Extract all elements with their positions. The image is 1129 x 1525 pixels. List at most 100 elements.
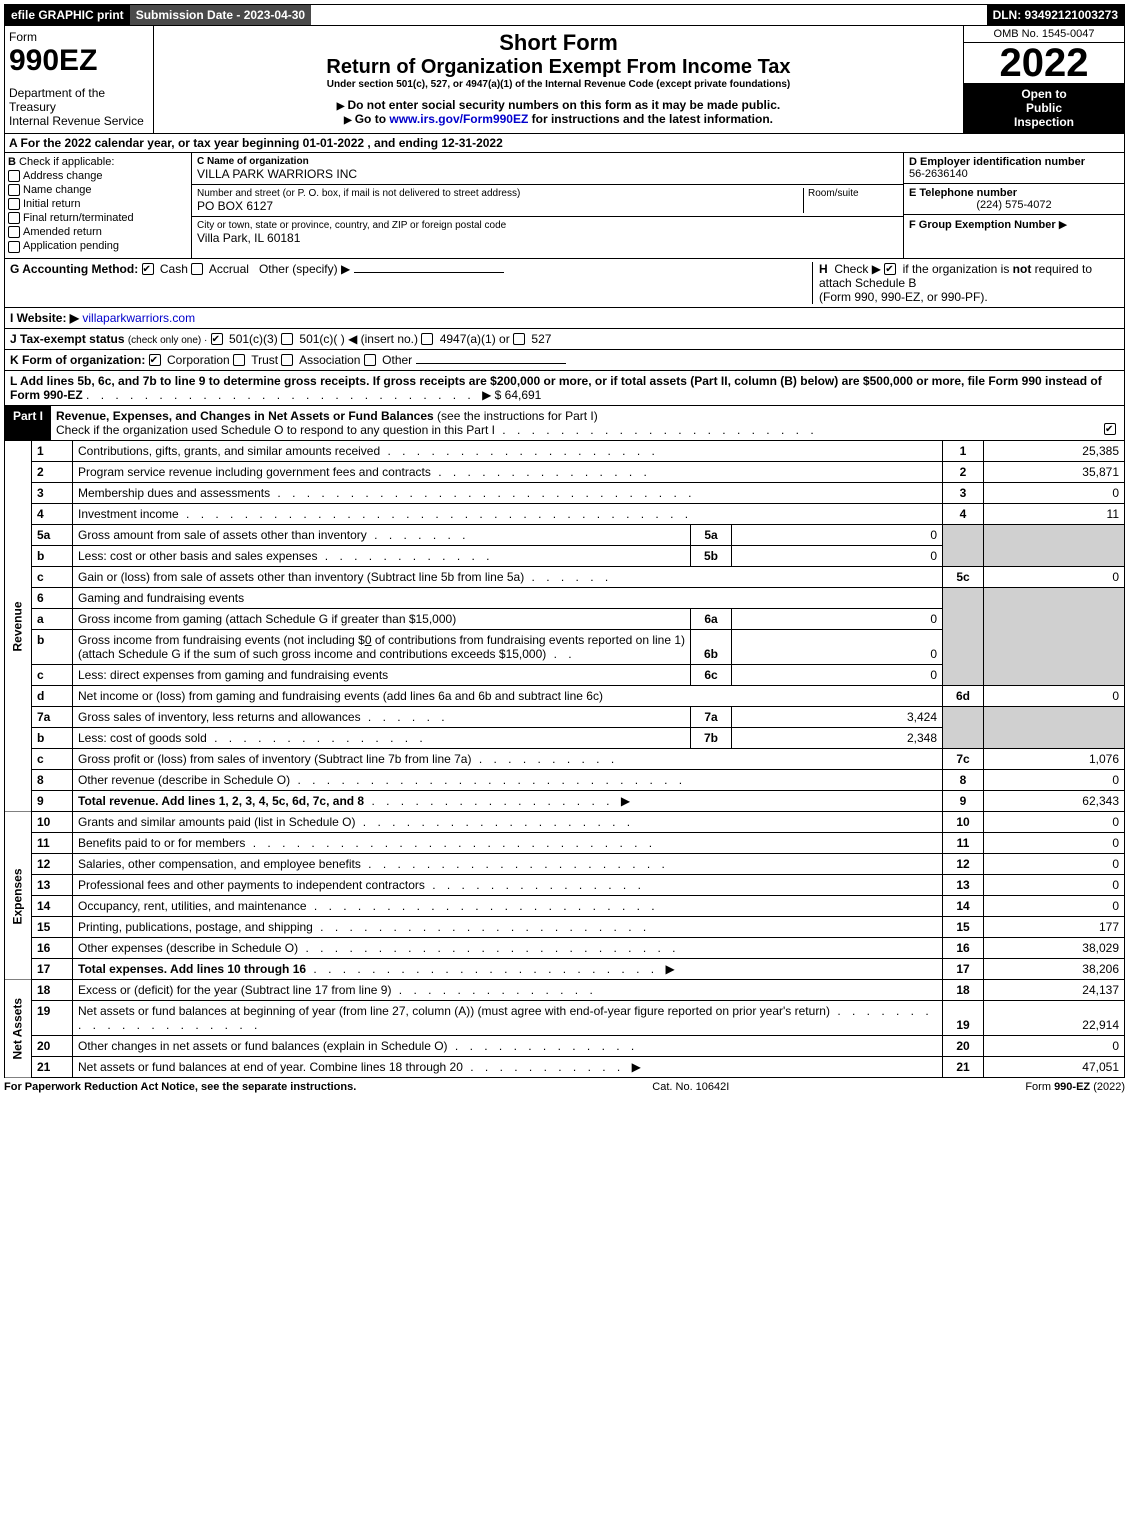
section-b: B Check if applicable: Address change Na… (5, 153, 192, 258)
spacer (311, 5, 986, 25)
footer-left: For Paperwork Reduction Act Notice, see … (4, 1081, 356, 1093)
submission-date: Submission Date - 2023-04-30 (130, 5, 311, 25)
check-trust[interactable] (233, 354, 245, 366)
expenses-table: Expenses 10 Grants and similar amounts p… (4, 812, 1125, 980)
ein-label: D Employer identification number (909, 156, 1119, 168)
row-14: 14 Occupancy, rent, utilities, and maint… (5, 895, 1125, 916)
row-7a: 7a Gross sales of inventory, less return… (5, 706, 1125, 727)
check-application-pending[interactable]: Application pending (8, 240, 188, 252)
section-d-e-f: D Employer identification number 56-2636… (903, 153, 1124, 258)
part1-header-row: Part I Revenue, Expenses, and Changes in… (4, 406, 1125, 441)
org-name: VILLA PARK WARRIORS INC (197, 167, 898, 181)
room-label: Room/suite (808, 188, 898, 199)
check-4947[interactable] (421, 333, 433, 345)
dept-label: Department of the Treasury (9, 86, 149, 114)
efile-label[interactable]: efile GRAPHIC print (5, 5, 130, 25)
check-amended-return[interactable]: Amended return (8, 226, 188, 238)
row-17: 17 Total expenses. Add lines 10 through … (5, 958, 1125, 979)
footer-center: Cat. No. 10642I (652, 1081, 729, 1093)
line-g: G Accounting Method: Cash Accrual Other … (10, 262, 812, 304)
sidebar-revenue: Revenue (5, 441, 32, 812)
check-501c3[interactable] (211, 333, 223, 345)
subtitle: Under section 501(c), 527, or 4947(a)(1)… (158, 79, 959, 90)
row-4: 4 Investment income . . . . . . . . . . … (5, 503, 1125, 524)
footer-right: Form 990-EZ (2022) (1025, 1081, 1125, 1093)
line-h: H Check ▶ if the organization is not req… (812, 262, 1119, 304)
header-center: Short Form Return of Organization Exempt… (154, 26, 963, 133)
check-accrual[interactable] (191, 263, 203, 275)
row-2: 2 Program service revenue including gove… (5, 461, 1125, 482)
check-schedule-b[interactable] (884, 263, 896, 275)
row-11: 11 Benefits paid to or for members . . .… (5, 832, 1125, 853)
row-6d: d Net income or (loss) from gaming and f… (5, 685, 1125, 706)
check-501c[interactable] (281, 333, 293, 345)
row-3: 3 Membership dues and assessments . . . … (5, 482, 1125, 503)
note-link: Go to www.irs.gov/Form990EZ for instruct… (158, 112, 959, 126)
check-other-org[interactable] (364, 354, 376, 366)
row-10: Expenses 10 Grants and similar amounts p… (5, 812, 1125, 833)
line-i: I Website: ▶ villaparkwarriors.com (4, 308, 1125, 329)
row-9: 9 Total revenue. Add lines 1, 2, 3, 4, 5… (5, 790, 1125, 811)
check-name-change[interactable]: Name change (8, 184, 188, 196)
row-13: 13 Professional fees and other payments … (5, 874, 1125, 895)
row-19: 19 Net assets or fund balances at beginn… (5, 1000, 1125, 1035)
sidebar-expenses: Expenses (5, 812, 32, 980)
form-label: Form (9, 30, 149, 44)
check-corporation[interactable] (149, 354, 161, 366)
line-j: J Tax-exempt status (check only one) · 5… (4, 329, 1125, 350)
row-5a: 5a Gross amount from sale of assets othe… (5, 524, 1125, 545)
row-6: 6 Gaming and fundraising events (5, 587, 1125, 608)
section-c: C Name of organization VILLA PARK WARRIO… (192, 153, 903, 258)
row-5c: c Gain or (loss) from sale of assets oth… (5, 566, 1125, 587)
header-left: Form 990EZ Department of the Treasury In… (5, 26, 154, 133)
addr: PO BOX 6127 (197, 199, 803, 213)
line-g-h: G Accounting Method: Cash Accrual Other … (4, 259, 1125, 308)
form-header: Form 990EZ Department of the Treasury In… (4, 26, 1125, 134)
row-1: Revenue 1 Contributions, gifts, grants, … (5, 441, 1125, 462)
tax-year: 2022 (964, 43, 1124, 83)
part1-title: Revenue, Expenses, and Changes in Net As… (51, 406, 1124, 440)
public-inspection: Open to Public Inspection (964, 83, 1124, 133)
line-l: L Add lines 5b, 6c, and 7b to line 9 to … (4, 371, 1125, 406)
title-short-form: Short Form (158, 30, 959, 56)
irs-link[interactable]: www.irs.gov/Form990EZ (389, 112, 528, 126)
check-schedule-o[interactable] (1104, 423, 1116, 435)
org-name-label: C Name of organization (197, 156, 898, 167)
check-527[interactable] (513, 333, 525, 345)
info-grid: B Check if applicable: Address change Na… (4, 153, 1125, 259)
check-association[interactable] (281, 354, 293, 366)
check-address-change[interactable]: Address change (8, 170, 188, 182)
title-main: Return of Organization Exempt From Incom… (158, 56, 959, 79)
website-link[interactable]: villaparkwarriors.com (82, 311, 195, 325)
row-7c: c Gross profit or (loss) from sales of i… (5, 748, 1125, 769)
section-a: A For the 2022 calendar year, or tax yea… (4, 134, 1125, 153)
row-12: 12 Salaries, other compensation, and emp… (5, 853, 1125, 874)
check-final-return[interactable]: Final return/terminated (8, 212, 188, 224)
net-assets-table: Net Assets 18 Excess or (deficit) for th… (4, 980, 1125, 1078)
line-k: K Form of organization: Corporation Trus… (4, 350, 1125, 371)
page-footer: For Paperwork Reduction Act Notice, see … (4, 1078, 1125, 1096)
row-18: Net Assets 18 Excess or (deficit) for th… (5, 980, 1125, 1001)
row-16: 16 Other expenses (describe in Schedule … (5, 937, 1125, 958)
irs-label: Internal Revenue Service (9, 114, 149, 128)
form-number: 990EZ (9, 44, 149, 78)
dln: DLN: 93492121003273 (987, 5, 1124, 25)
ein: 56-2636140 (909, 168, 1119, 180)
addr-label: Number and street (or P. O. box, if mail… (197, 188, 803, 199)
top-bar: efile GRAPHIC print Submission Date - 20… (4, 4, 1125, 26)
row-8: 8 Other revenue (describe in Schedule O)… (5, 769, 1125, 790)
row-21: 21 Net assets or fund balances at end of… (5, 1056, 1125, 1077)
sidebar-net-assets: Net Assets (5, 980, 32, 1078)
group-label: F Group Exemption Number (909, 219, 1056, 231)
phone-label: E Telephone number (909, 187, 1119, 199)
check-initial-return[interactable]: Initial return (8, 198, 188, 210)
check-cash[interactable] (142, 263, 154, 275)
phone: (224) 575-4072 (909, 199, 1119, 211)
row-15: 15 Printing, publications, postage, and … (5, 916, 1125, 937)
part1-label: Part I (5, 406, 51, 440)
note-ssn: Do not enter social security numbers on … (158, 98, 959, 112)
city-label: City or town, state or province, country… (197, 220, 898, 231)
header-right: OMB No. 1545-0047 2022 Open to Public In… (963, 26, 1124, 133)
city: Villa Park, IL 60181 (197, 231, 898, 245)
row-20: 20 Other changes in net assets or fund b… (5, 1035, 1125, 1056)
